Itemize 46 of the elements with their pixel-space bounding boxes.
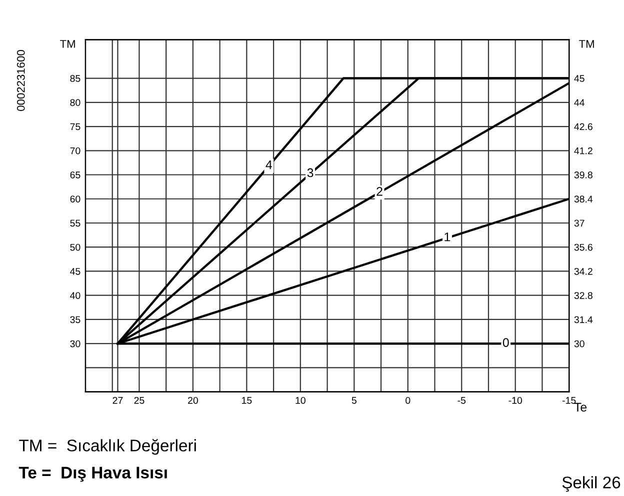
y2-tick-label: 42.6 — [574, 123, 592, 130]
series-label: 0 — [502, 338, 509, 347]
x-tick-label: 20 — [188, 396, 198, 404]
x-tick-label: 10 — [296, 396, 306, 404]
y-tick-label: 70 — [70, 147, 80, 154]
x-tick-label: 27 — [112, 396, 123, 404]
y2-tick-label: 44 — [574, 99, 584, 106]
y-tick-label: 45 — [70, 268, 80, 275]
x-tick-label: -5 — [458, 397, 466, 404]
y2-tick-label: 41.2 — [574, 147, 592, 154]
text: 0002231600 — [16, 50, 25, 111]
y-tick-label: 50 — [70, 244, 80, 251]
y2-axis-title: TM — [579, 40, 594, 48]
y-tick-label: 85 — [70, 75, 80, 82]
y2-tick-label: 31.4 — [574, 316, 593, 324]
series-label: 1 — [444, 232, 450, 242]
x-tick-label: 15 — [242, 397, 252, 404]
x-axis-title: Te — [574, 402, 587, 412]
y2-tick-label: 32.8 — [574, 292, 592, 299]
y-tick-label: 60 — [70, 196, 80, 202]
y2-tick-label: 45 — [574, 75, 584, 82]
y-tick-label: 40 — [70, 292, 80, 299]
text: Te = Dış Hava Isısı — [18, 466, 167, 482]
x-tick-label: 0 — [406, 396, 410, 404]
text: TM = Sıcaklık Değerleri — [19, 438, 196, 455]
y2-tick-label: 38.4 — [574, 196, 593, 202]
y-tick-label: 80 — [70, 99, 80, 106]
y-tick-label: 35 — [70, 316, 80, 324]
y-axis-title: TM — [60, 40, 75, 48]
x-tick-label: -15 — [562, 397, 576, 404]
series-label: 3 — [307, 168, 314, 178]
x-tick-label: -10 — [508, 396, 522, 404]
y2-tick-label: 35.6 — [574, 244, 592, 251]
y-tick-label: 75 — [70, 123, 80, 130]
x-tick-label: 25 — [134, 396, 144, 404]
y2-tick-label: 34.2 — [574, 268, 592, 275]
y2-tick-label: 30 — [574, 340, 584, 348]
series-label: 4 — [266, 160, 272, 170]
series-label: 2 — [376, 187, 382, 196]
y-tick-label: 65 — [70, 171, 80, 178]
text: Şekil 26 — [562, 476, 620, 492]
x-tick-label: 5 — [352, 397, 356, 404]
y-tick-label: 55 — [70, 220, 80, 227]
y2-tick-label: 39.8 — [574, 171, 592, 178]
y-tick-label: 30 — [70, 340, 80, 348]
y2-tick-label: 37 — [574, 220, 584, 227]
